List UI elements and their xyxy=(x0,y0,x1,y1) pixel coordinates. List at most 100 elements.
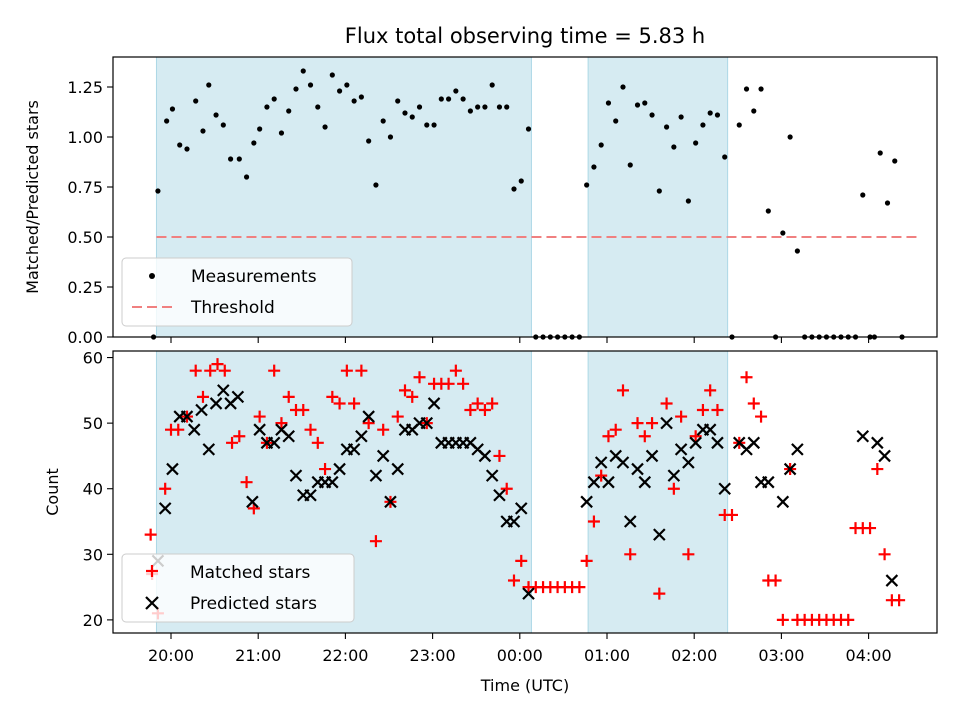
predicted-star-point xyxy=(718,482,731,495)
predicted-star-point xyxy=(856,429,870,443)
legend-label-matched: Matched stars xyxy=(190,563,310,583)
measurement-point xyxy=(475,104,481,110)
predicted-star-point xyxy=(631,462,644,476)
chart-title: Flux total observing time = 5.83 h xyxy=(345,24,705,48)
matched-star-point xyxy=(311,436,324,449)
matched-star-point xyxy=(580,554,593,567)
measurement-point xyxy=(193,98,199,104)
predicted-star-point xyxy=(674,443,688,456)
predicted-star-point xyxy=(871,436,884,450)
predicted-star-point xyxy=(594,456,608,469)
y-tick-label: 50 xyxy=(83,414,103,433)
measurement-point xyxy=(598,142,604,148)
measurement-point xyxy=(700,122,706,128)
measurement-point xyxy=(584,182,590,188)
measurement-point xyxy=(438,96,444,102)
matched-star-point xyxy=(369,535,382,548)
measurement-point xyxy=(860,192,866,198)
predicted-star-point xyxy=(762,475,775,489)
matched-star-point xyxy=(893,594,906,607)
matched-star-point xyxy=(878,548,891,561)
matched-star-point xyxy=(602,430,615,443)
matched-star-point xyxy=(609,423,622,436)
predicted-star-point xyxy=(304,489,317,502)
matched-star-point xyxy=(268,364,281,377)
matched-star-point xyxy=(253,410,266,423)
predicted-star-point xyxy=(776,495,790,509)
predicted-star-point xyxy=(587,475,601,489)
y-tick-label: 60 xyxy=(83,349,103,368)
predicted-star-point xyxy=(522,587,535,600)
measurement-point xyxy=(264,104,270,110)
measurement-point xyxy=(482,104,488,110)
measurement-point xyxy=(155,188,161,194)
x-tick-label: 00:00 xyxy=(497,646,543,665)
measurement-point xyxy=(409,114,415,120)
matched-star-point xyxy=(282,390,295,403)
measurement-point xyxy=(177,142,183,148)
predicted-star-point xyxy=(485,469,499,482)
matched-star-point xyxy=(144,528,157,541)
matched-star-point xyxy=(172,423,185,436)
legend-marker-predicted xyxy=(145,596,159,610)
measurement-point xyxy=(613,118,619,124)
measurement-point xyxy=(656,188,662,194)
measurement-point xyxy=(525,126,532,132)
measurement-point xyxy=(251,140,257,146)
predicted-star-point xyxy=(376,449,390,463)
matched-star-point xyxy=(159,482,172,495)
matched-star-point xyxy=(493,449,506,462)
top-legend-box xyxy=(121,257,353,327)
measurement-point xyxy=(387,134,394,140)
predicted-star-point xyxy=(158,502,172,515)
predicted-star-point xyxy=(180,410,194,423)
measurement-point xyxy=(416,104,423,110)
measurement-point xyxy=(663,124,670,130)
predicted-star-point xyxy=(747,436,761,450)
matched-star-point xyxy=(226,436,239,449)
measurement-point xyxy=(424,122,430,128)
matched-star-point xyxy=(864,522,877,535)
predicted-star-point xyxy=(391,462,404,476)
predicted-star-point xyxy=(187,423,201,436)
matched-star-point xyxy=(355,364,368,377)
matched-star-point xyxy=(464,404,477,417)
measurement-point xyxy=(511,186,517,192)
top-y-axis-title: Matched/Predicted stars xyxy=(23,100,42,294)
matched-star-point xyxy=(500,482,513,495)
matched-star-point xyxy=(725,508,738,521)
predicted-star-point xyxy=(667,469,681,482)
measurement-point xyxy=(794,248,800,254)
predicted-star-point xyxy=(514,502,528,515)
predicted-star-point xyxy=(616,456,630,469)
matched-star-point xyxy=(631,417,644,430)
measurement-point xyxy=(736,122,742,128)
matched-star-point xyxy=(377,423,390,436)
measurement-point xyxy=(496,104,503,110)
measurement-point xyxy=(243,174,250,180)
measurement-point xyxy=(518,178,524,184)
measurement-point xyxy=(373,182,379,188)
y-tick-label: 0.75 xyxy=(67,178,103,197)
measurement-point xyxy=(780,230,786,236)
measurement-point xyxy=(358,94,364,100)
measurement-point xyxy=(380,118,386,124)
x-tick-label: 02:00 xyxy=(671,646,717,665)
matched-star-point xyxy=(457,377,470,390)
matched-star-point xyxy=(646,417,659,430)
matched-star-point xyxy=(233,430,246,443)
bottom-legend: Matched stars Predicted stars xyxy=(121,553,355,623)
measurement-point xyxy=(765,208,771,214)
matched-star-point xyxy=(515,554,528,567)
predicted-star-point xyxy=(703,423,717,436)
measurement-point xyxy=(336,88,343,94)
measurement-point xyxy=(714,112,721,118)
predicted-star-point xyxy=(791,443,804,456)
measurement-point xyxy=(743,86,750,92)
measurement-point xyxy=(169,106,176,112)
measurement-point xyxy=(164,118,170,124)
predicted-star-point xyxy=(209,397,223,410)
measurement-point xyxy=(307,82,314,88)
top-panel: 0.00 0.25 0.50 0.75 1.00 1.25 Matched/Predict… xyxy=(23,56,938,347)
matched-star-point xyxy=(507,574,520,587)
